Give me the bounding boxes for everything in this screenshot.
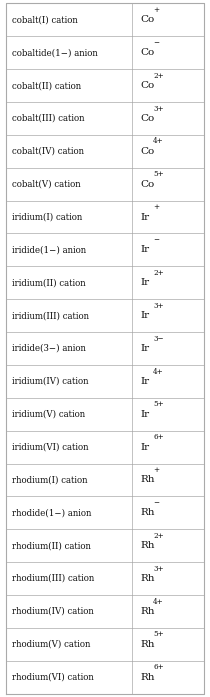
Text: rhodium(IV) cation: rhodium(IV) cation xyxy=(12,607,93,616)
Text: Co: Co xyxy=(140,48,154,57)
Text: cobalt(II) cation: cobalt(II) cation xyxy=(12,81,81,90)
Text: Ir: Ir xyxy=(140,311,149,320)
Text: Rh: Rh xyxy=(140,673,155,682)
Text: 2+: 2+ xyxy=(153,269,164,277)
Text: cobaltide(1−) anion: cobaltide(1−) anion xyxy=(12,48,97,57)
Text: cobalt(IV) cation: cobalt(IV) cation xyxy=(12,147,84,156)
Text: iridide(1−) anion: iridide(1−) anion xyxy=(12,245,86,254)
Text: rhodium(I) cation: rhodium(I) cation xyxy=(12,475,87,484)
Text: Ir: Ir xyxy=(140,213,149,222)
Text: Rh: Rh xyxy=(140,475,155,484)
Text: 6+: 6+ xyxy=(153,664,164,671)
Text: 3+: 3+ xyxy=(153,302,164,309)
Text: iridium(V) cation: iridium(V) cation xyxy=(12,410,85,419)
Text: 4+: 4+ xyxy=(153,137,164,146)
Text: Ir: Ir xyxy=(140,410,149,419)
Text: −: − xyxy=(153,499,159,507)
Text: 2+: 2+ xyxy=(153,72,164,79)
Text: +: + xyxy=(153,6,159,14)
Text: +: + xyxy=(153,466,159,474)
Text: 5+: 5+ xyxy=(153,170,164,178)
Text: cobalt(I) cation: cobalt(I) cation xyxy=(12,15,77,24)
Text: iridium(III) cation: iridium(III) cation xyxy=(12,311,89,320)
Text: Ir: Ir xyxy=(140,344,149,353)
Text: +: + xyxy=(153,204,159,211)
Text: 3+: 3+ xyxy=(153,105,164,113)
Text: Ir: Ir xyxy=(140,245,149,254)
Text: iridide(3−) anion: iridide(3−) anion xyxy=(12,344,85,353)
Text: iridium(VI) cation: iridium(VI) cation xyxy=(12,443,88,452)
Text: Co: Co xyxy=(140,81,154,90)
Text: Rh: Rh xyxy=(140,640,155,649)
Text: 2+: 2+ xyxy=(153,532,164,539)
Text: rhodium(III) cation: rhodium(III) cation xyxy=(12,574,94,583)
Text: cobalt(III) cation: cobalt(III) cation xyxy=(12,114,84,123)
Text: Ir: Ir xyxy=(140,443,149,452)
Text: Rh: Rh xyxy=(140,541,155,550)
Text: iridium(II) cation: iridium(II) cation xyxy=(12,278,85,287)
Text: −: − xyxy=(153,39,159,47)
Text: Co: Co xyxy=(140,15,154,24)
Text: 3−: 3− xyxy=(153,335,164,343)
Text: Rh: Rh xyxy=(140,508,155,517)
Text: rhodium(V) cation: rhodium(V) cation xyxy=(12,640,90,649)
Text: rhodium(II) cation: rhodium(II) cation xyxy=(12,541,91,550)
Text: −: − xyxy=(153,236,159,244)
Text: 4+: 4+ xyxy=(153,597,164,606)
Text: 5+: 5+ xyxy=(153,400,164,408)
Text: 3+: 3+ xyxy=(153,565,164,573)
Text: rhodium(VI) cation: rhodium(VI) cation xyxy=(12,673,93,682)
Text: Co: Co xyxy=(140,147,154,156)
Text: Rh: Rh xyxy=(140,574,155,583)
Text: Ir: Ir xyxy=(140,377,149,386)
Text: rhodide(1−) anion: rhodide(1−) anion xyxy=(12,508,91,517)
Text: 6+: 6+ xyxy=(153,434,164,441)
Text: Rh: Rh xyxy=(140,607,155,616)
Text: 4+: 4+ xyxy=(153,367,164,376)
Text: Ir: Ir xyxy=(140,278,149,287)
Text: cobalt(V) cation: cobalt(V) cation xyxy=(12,180,80,189)
Text: iridium(I) cation: iridium(I) cation xyxy=(12,213,82,222)
Text: iridium(IV) cation: iridium(IV) cation xyxy=(12,377,88,386)
Text: 5+: 5+ xyxy=(153,630,164,638)
Text: Co: Co xyxy=(140,114,154,123)
Text: Co: Co xyxy=(140,180,154,189)
